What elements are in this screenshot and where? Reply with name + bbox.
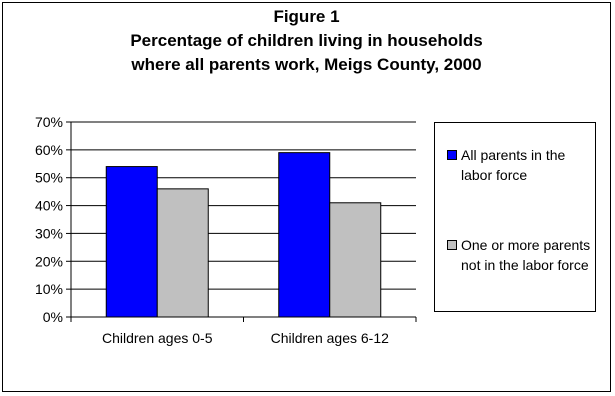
legend-swatch-not-all-parents — [447, 240, 457, 250]
legend-label-not-all-parents: One or more parents not in the labor for… — [461, 237, 591, 273]
chart-title: Figure 1 Percentage of children living i… — [2, 5, 611, 77]
chart-title-line-2: Percentage of children living in househo… — [130, 31, 483, 50]
y-tick-label: 50% — [35, 170, 63, 186]
axes: 0% 10% 20% 30% 40% 50% 60% 70% Children ages 0-5… — [35, 114, 417, 346]
chart-title-line-3: where all parents work, Meigs County, 20… — [131, 55, 482, 74]
y-tick-label: 70% — [35, 114, 63, 130]
y-tick-label: 0% — [43, 309, 63, 325]
y-tick-label: 40% — [35, 198, 63, 214]
bar — [105, 166, 158, 318]
legend-swatch-all-parents — [447, 150, 457, 160]
bars — [105, 152, 382, 318]
bar — [156, 188, 209, 318]
y-tick-label: 20% — [35, 253, 63, 269]
x-tick-label: Children ages 0-5 — [102, 330, 213, 346]
legend-label-all-parents: All parents in the labor force — [461, 147, 566, 183]
y-tick-label: 10% — [35, 281, 63, 297]
y-tick-label: 30% — [35, 225, 63, 241]
legend: All parents in the labor force One or mo… — [434, 122, 596, 312]
x-tick-label: Children ages 6-12 — [271, 330, 390, 346]
chart-title-line-1: Figure 1 — [273, 7, 340, 26]
bar — [278, 152, 331, 318]
bar — [329, 202, 382, 318]
y-tick-label: 60% — [35, 142, 63, 158]
